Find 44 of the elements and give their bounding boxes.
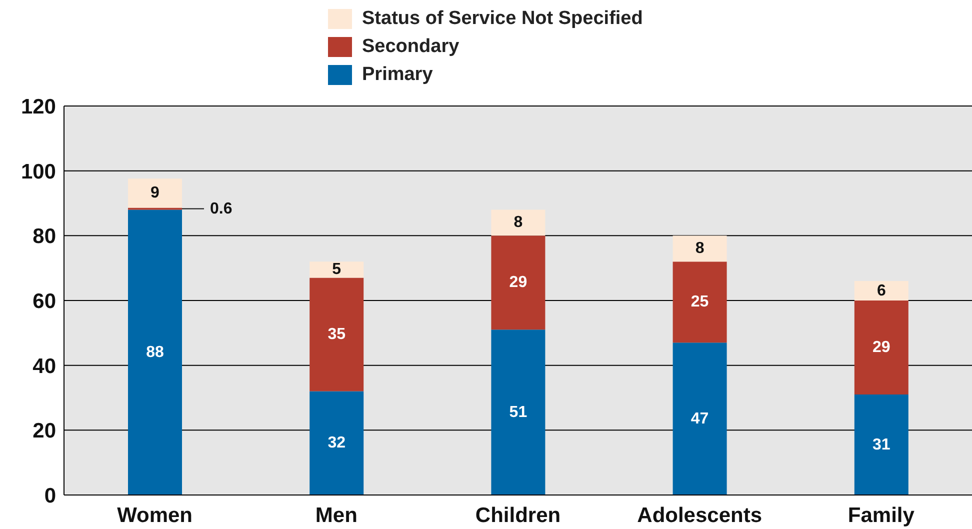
bar [491,330,546,495]
legend-label: Status of Service Not Specified [362,8,643,30]
x-tick-label: Women [117,504,193,527]
y-tick-label: 80 [32,225,56,248]
data-label: 5 [332,261,342,278]
bar [310,262,364,278]
y-tick-label: 60 [32,290,56,313]
data-label: 9 [150,184,160,202]
bar [128,178,182,208]
bar [672,342,727,495]
y-tick-label: 40 [32,354,56,378]
legend-label: Primary [362,64,433,86]
bar [854,300,908,395]
y-tick-label: 100 [20,160,56,184]
y-tick-label: 120 [20,95,56,118]
y-tick-label: 20 [32,420,56,443]
data-label: 29 [509,274,528,292]
data-label: 0.6 [210,200,232,218]
bar [310,278,364,392]
data-label: 29 [872,339,890,356]
x-tick-label: Children [475,504,561,527]
data-label: 6 [876,282,886,300]
bar [310,391,364,495]
data-label: 32 [328,434,346,452]
data-label: 25 [690,294,709,311]
data-label: 8 [695,240,704,258]
bar [491,210,546,236]
x-tick-label: Men [315,504,358,527]
data-label: 51 [509,404,528,421]
bar [854,281,908,300]
data-label: 35 [328,326,346,344]
bar [491,236,546,330]
y-tick-label: 0 [44,484,56,508]
bar [128,210,182,495]
data-label: 8 [514,214,523,232]
legend-label: Secondary [362,36,460,58]
bar [672,236,727,262]
data-label: 31 [872,436,890,454]
data-label: 88 [146,344,164,361]
data-label: 47 [690,410,709,428]
bar [672,262,727,343]
x-tick-label: Adolescents [637,504,762,527]
x-tick-label: Family [848,504,915,527]
bar [854,394,908,495]
